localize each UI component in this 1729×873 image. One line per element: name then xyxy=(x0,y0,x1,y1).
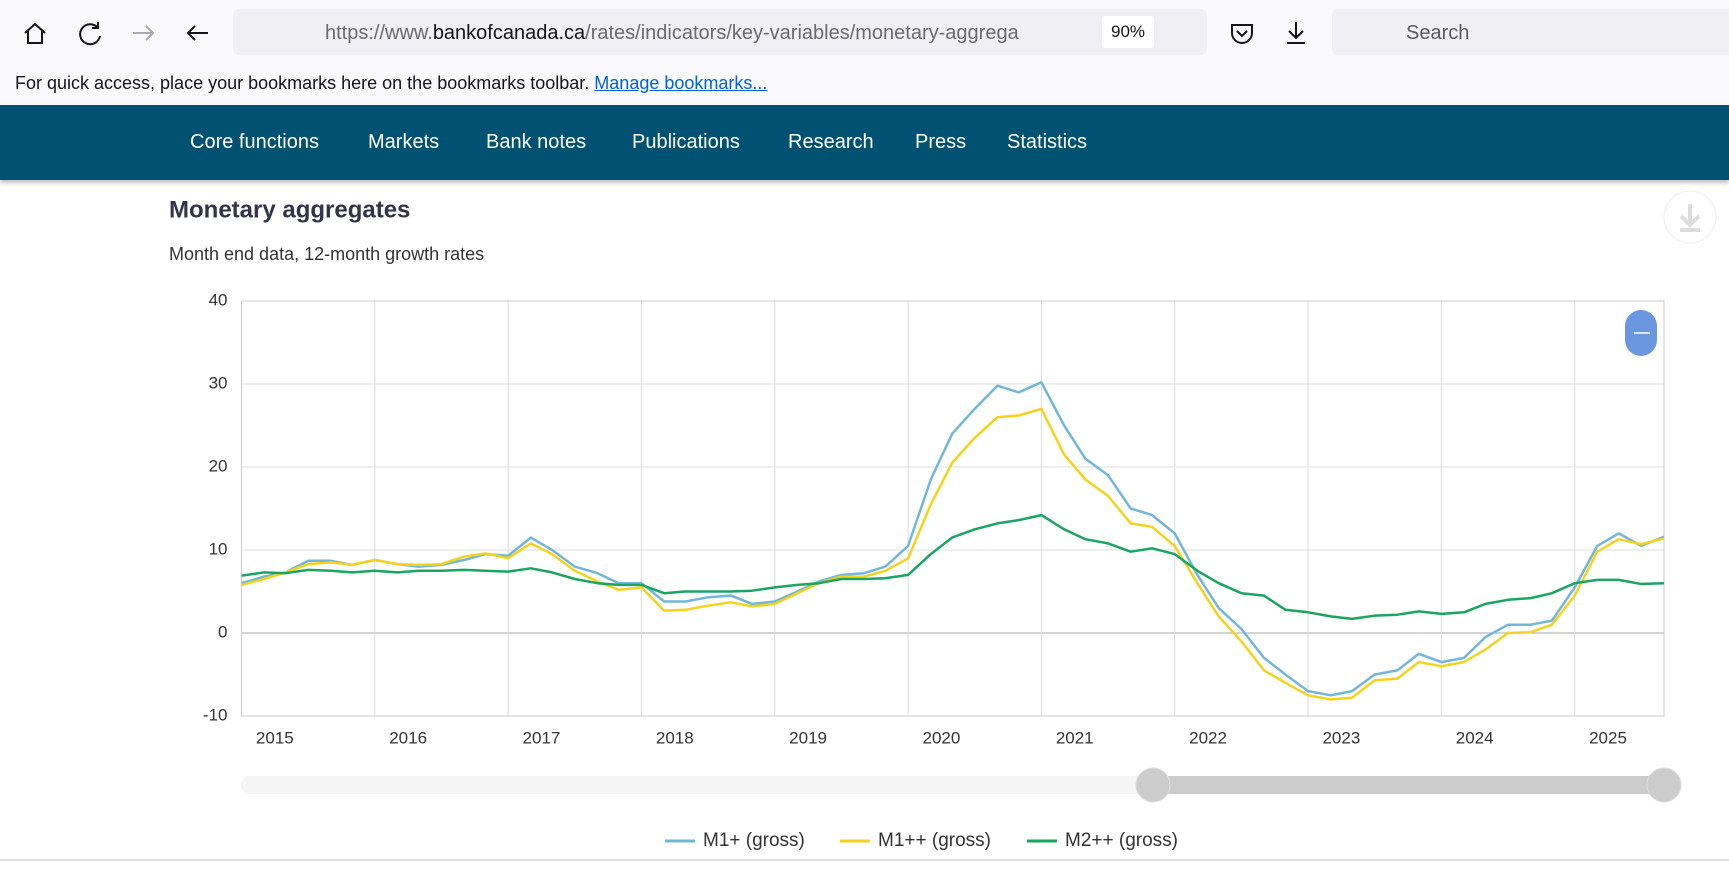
chart-subtitle: Month end data, 12-month growth rates xyxy=(169,244,484,264)
chart-title: Monetary aggregates xyxy=(169,196,410,223)
y-tick-label: 0 xyxy=(218,622,227,641)
download-icon[interactable] xyxy=(1287,22,1305,44)
x-tick-label: 2018 xyxy=(656,728,694,747)
nav-item[interactable]: Publications xyxy=(632,131,740,153)
y-tick-label: 20 xyxy=(209,456,228,475)
manage-bookmarks-link[interactable]: Manage bookmarks... xyxy=(594,73,768,93)
y-tick-label: -10 xyxy=(203,705,228,724)
nav-item[interactable]: Markets xyxy=(368,131,440,153)
x-tick-label: 2024 xyxy=(1456,728,1494,747)
x-tick-label: 2015 xyxy=(256,728,294,747)
x-tick-label: 2022 xyxy=(1189,728,1227,747)
legend-label: M1++ (gross) xyxy=(878,830,991,851)
range-handle-right[interactable] xyxy=(1646,767,1682,803)
url-prefix: https://www. xyxy=(325,22,433,44)
home-icon[interactable] xyxy=(24,22,46,44)
site-nav: Core functions Markets Bank notes Publicati… xyxy=(0,105,1729,180)
url-bar[interactable] xyxy=(233,9,1207,55)
bookmarks-text: For quick access, place your bookmarks h… xyxy=(15,73,590,93)
download-icon xyxy=(1679,204,1701,232)
x-tick-label: 2020 xyxy=(923,728,961,747)
nav-item[interactable]: Core functions xyxy=(190,131,319,153)
y-tick-label: 40 xyxy=(209,290,228,309)
url-domain: bankofcanada.ca xyxy=(432,22,586,44)
zoom-level[interactable]: 90% xyxy=(1102,16,1154,48)
forward-icon xyxy=(133,25,155,41)
reload-icon[interactable] xyxy=(79,22,101,46)
bookmarks-bar: For quick access, place your bookmarks h… xyxy=(15,73,767,94)
back-icon[interactable] xyxy=(186,25,208,41)
x-tick-label: 2021 xyxy=(1056,728,1094,747)
browser-toolbar: https://www.bankofcanada.ca/rates/indica… xyxy=(0,0,1729,105)
range-handle-left[interactable] xyxy=(1135,767,1171,803)
series-line xyxy=(241,513,1665,621)
x-tick-label: 2016 xyxy=(389,728,427,747)
search-placeholder: Search xyxy=(1406,22,1470,44)
legend-label: M2++ (gross) xyxy=(1065,830,1178,851)
legend-label: M1+ (gross) xyxy=(703,830,805,851)
x-tick-label: 2019 xyxy=(789,728,827,747)
y-tick-label: 30 xyxy=(209,373,228,392)
pocket-icon[interactable] xyxy=(1231,24,1253,44)
x-tick-label: 2025 xyxy=(1589,728,1627,747)
y-tick-label: 10 xyxy=(209,539,228,558)
nav-item[interactable]: Bank notes xyxy=(486,131,587,153)
plot-border xyxy=(241,300,1665,717)
x-tick-label: 2023 xyxy=(1322,728,1360,747)
search-box[interactable]: Search xyxy=(1332,9,1729,55)
x-tick-label: 2017 xyxy=(523,728,561,747)
url-path: /rates/indicators/key-variables/monetary… xyxy=(585,22,1019,44)
chart: Monetary aggregates Month end data, 12-m… xyxy=(0,190,1729,861)
series-line xyxy=(241,407,1665,701)
nav-item[interactable]: Press xyxy=(915,131,967,153)
series-line xyxy=(241,381,1665,697)
nav-item[interactable]: Statistics xyxy=(1007,131,1088,153)
range-selection[interactable] xyxy=(1153,776,1664,794)
url[interactable]: https://www.bankofcanada.ca/rates/indica… xyxy=(325,22,1047,45)
nav-item[interactable]: Research xyxy=(788,131,874,153)
